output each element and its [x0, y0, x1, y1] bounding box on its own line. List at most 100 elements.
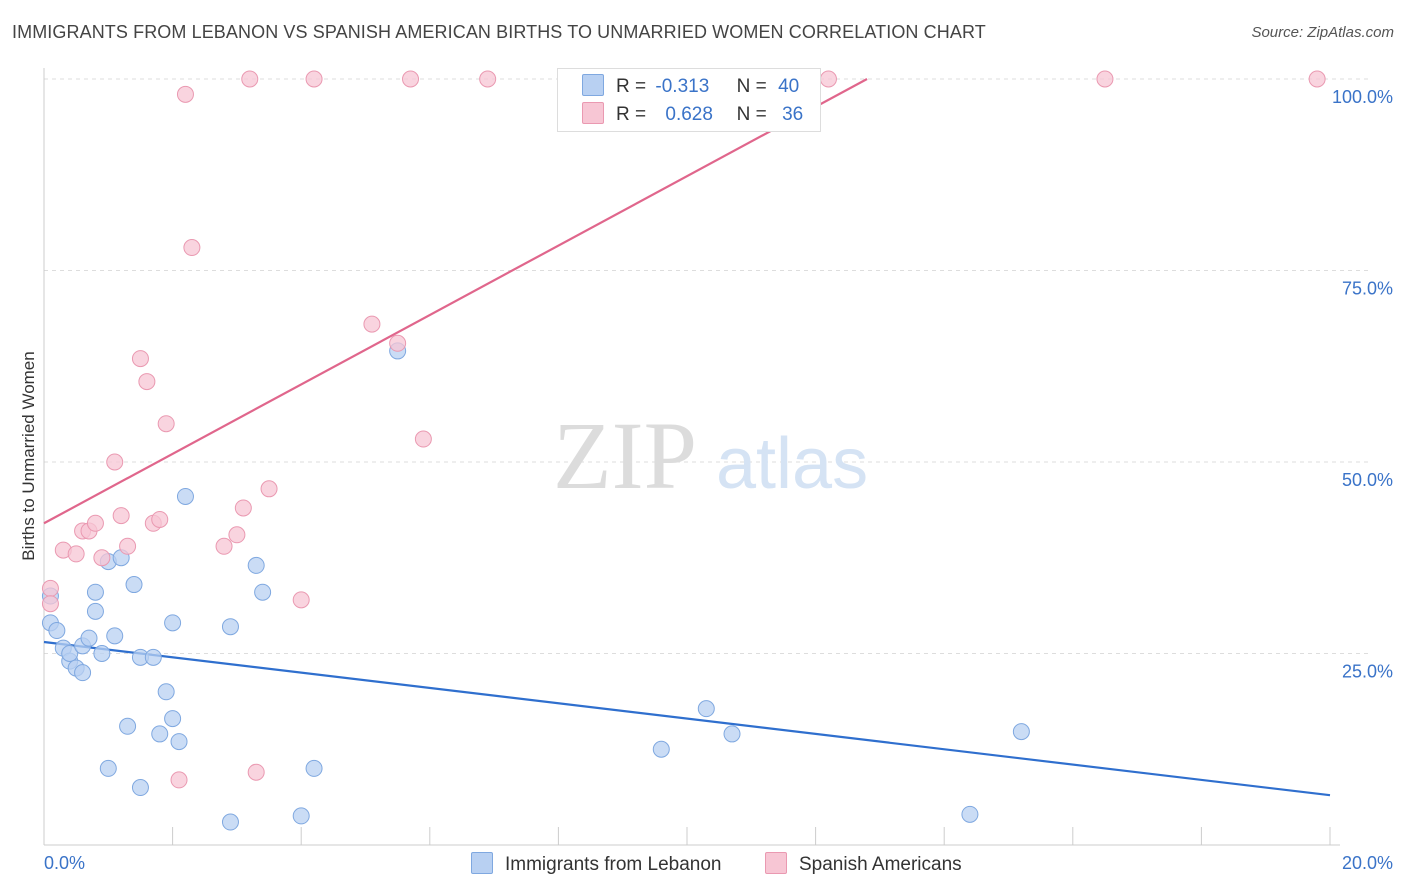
data-point-series2 [228, 526, 246, 544]
data-point-series2 [215, 537, 233, 555]
watermark-zip: ZIP [553, 402, 697, 509]
data-point-series2 [414, 430, 432, 448]
data-point-series2 [67, 545, 85, 563]
n-value-series1: 40 [778, 76, 800, 97]
data-point-series1 [1012, 723, 1030, 741]
data-point-series2 [86, 514, 104, 532]
data-point-series1 [164, 614, 182, 632]
data-point-series2 [305, 70, 323, 88]
data-point-series1 [157, 683, 175, 701]
chart-title: IMMIGRANTS FROM LEBANON VS SPANISH AMERI… [12, 22, 986, 42]
data-point-series1 [292, 807, 310, 825]
data-point-series2 [138, 373, 156, 391]
trend-line-series2 [43, 78, 868, 525]
y-tick-label: 100.0% [1332, 87, 1393, 107]
x-tick-label: 20.0% [1342, 853, 1393, 873]
legend-swatch-series2 [765, 852, 787, 874]
data-point-series1 [305, 759, 323, 777]
watermark-atlas: atlas [716, 424, 868, 504]
data-point-series1 [125, 576, 143, 594]
data-point-series1 [151, 725, 169, 743]
data-point-series2 [1308, 70, 1326, 88]
data-point-series2 [131, 350, 149, 368]
data-point-series2 [41, 595, 59, 613]
data-point-series2 [234, 499, 252, 517]
legend-row-series1: R = -0.313 N = 40 [582, 74, 799, 100]
data-point-series2 [292, 591, 310, 609]
legend-swatch-series1 [471, 852, 493, 874]
data-point-series1 [86, 583, 104, 601]
data-point-series2 [389, 334, 407, 352]
data-point-series1 [652, 740, 670, 758]
data-point-series2 [241, 70, 259, 88]
data-point-series1 [221, 813, 239, 831]
data-point-series2 [119, 537, 137, 555]
legend-label-series2: Spanish Americans [799, 854, 962, 875]
data-point-series1 [697, 700, 715, 718]
r-value-series2: 0.628 [665, 104, 713, 125]
data-point-series1 [221, 618, 239, 636]
data-point-series1 [247, 556, 265, 574]
correlation-legend: R = -0.313 N = 40 R = 0.628 N = 36 [557, 68, 821, 132]
trend-line-series1 [43, 640, 1331, 797]
legend-label-series1: Immigrants from Lebanon [505, 854, 722, 875]
source-label: Source: ZipAtlas.com [1251, 24, 1394, 41]
legend-swatch-series2 [582, 102, 604, 124]
data-point-series1 [164, 710, 182, 728]
data-point-series2 [183, 239, 201, 257]
data-point-series2 [247, 763, 265, 781]
data-point-series2 [260, 480, 278, 498]
data-point-series1 [144, 648, 162, 666]
legend-item-series2: Spanish Americans [765, 852, 962, 876]
data-point-series1 [119, 717, 137, 735]
data-point-series1 [723, 725, 741, 743]
label-layer: 25.0% 50.0% 75.0% 100.0% 0.0% 20.0% Births to … [19, 87, 1393, 873]
data-point-series2 [151, 510, 169, 528]
data-point-series1 [86, 602, 104, 620]
y-tick-label: 50.0% [1342, 470, 1393, 490]
data-point-series1 [106, 627, 124, 645]
r-value-series1: -0.313 [655, 76, 710, 97]
data-point-series1 [93, 645, 111, 662]
data-point-series2 [93, 549, 111, 567]
data-point-series1 [131, 779, 149, 797]
data-point-series1 [80, 629, 98, 647]
r-label: R = [616, 104, 647, 125]
trend-layer [43, 78, 1331, 797]
n-label: N = [736, 76, 767, 97]
data-point-series1 [254, 583, 272, 601]
data-point-series1 [99, 759, 117, 777]
data-point-series2 [363, 315, 381, 333]
n-value-series2: 36 [782, 104, 804, 125]
points-layer [41, 70, 1326, 831]
data-point-series2 [1096, 70, 1114, 88]
r-label: R = [616, 76, 647, 97]
grid-layer [44, 78, 1370, 654]
n-label: N = [736, 104, 767, 125]
legend-item-series1: Immigrants from Lebanon [471, 852, 722, 876]
y-axis-title: Births to Unmarried Women [19, 351, 38, 560]
data-point-series1 [961, 805, 979, 823]
y-tick-label: 75.0% [1342, 279, 1393, 299]
data-point-series2 [157, 415, 175, 433]
legend-row-series2: R = 0.628 N = 36 [582, 102, 803, 128]
watermark: ZIP atlas [553, 402, 868, 509]
data-point-series2 [819, 70, 837, 88]
data-point-series1 [61, 645, 79, 662]
data-point-series1 [74, 664, 92, 682]
data-point-series1 [170, 733, 188, 751]
legend-swatch-series1 [582, 74, 604, 96]
data-point-series2 [402, 70, 420, 88]
data-point-series1 [48, 622, 66, 640]
data-point-series2 [112, 507, 130, 525]
data-point-series2 [479, 70, 497, 88]
data-point-series1 [176, 487, 194, 505]
data-point-series2 [176, 85, 194, 103]
x-tick-label: 0.0% [44, 853, 85, 873]
data-point-series2 [41, 579, 59, 597]
y-tick-label: 25.0% [1342, 662, 1393, 682]
data-point-series2 [106, 453, 124, 471]
data-point-series2 [170, 771, 188, 789]
axis-layer [43, 68, 1340, 846]
